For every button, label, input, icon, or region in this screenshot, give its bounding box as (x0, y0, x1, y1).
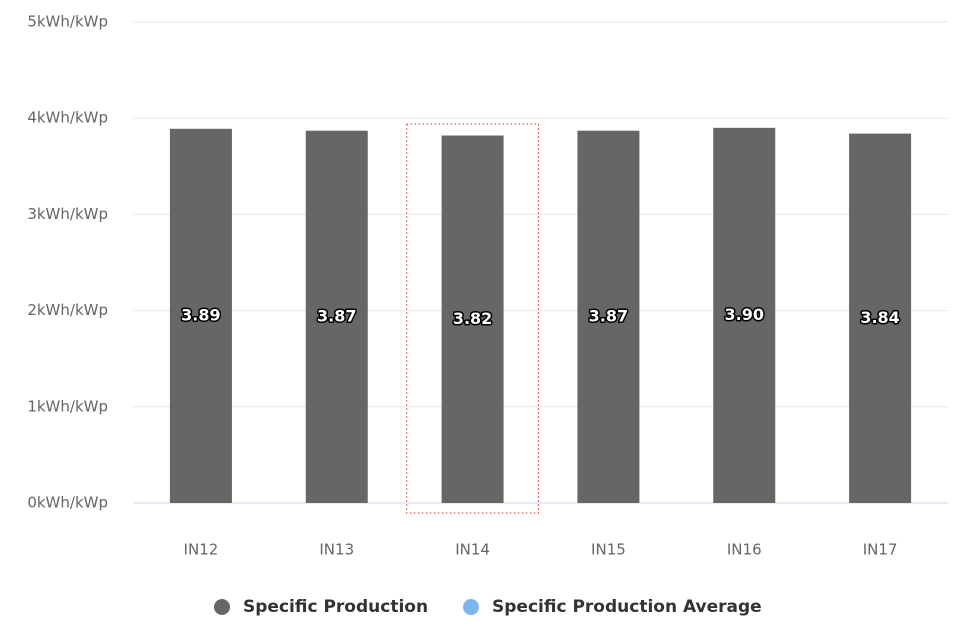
x-tick-label: IN16 (727, 541, 762, 559)
x-tick-label: IN12 (184, 541, 219, 559)
y-tick-label: 0kWh/kWp (27, 494, 108, 512)
data-label: 3.87 (317, 306, 356, 325)
x-tick-label: IN14 (455, 541, 490, 559)
legend-marker[interactable] (214, 599, 230, 615)
bar[interactable] (169, 128, 232, 504)
bar[interactable] (849, 133, 912, 504)
y-tick-label: 5kWh/kWp (27, 13, 108, 31)
legend-label[interactable]: Specific Production (243, 597, 428, 617)
data-label: 3.89 (181, 305, 220, 324)
x-tick-label: IN15 (591, 541, 626, 559)
bar[interactable] (713, 127, 776, 503)
x-tick-label: IN17 (863, 541, 898, 559)
data-label: 3.90 (725, 305, 764, 324)
bar[interactable] (441, 135, 504, 504)
legend-label[interactable]: Specific Production Average (492, 597, 762, 617)
y-tick-label: 1kWh/kWp (27, 397, 108, 415)
data-label: 3.87 (589, 306, 628, 325)
bar[interactable] (577, 130, 640, 503)
data-label: 3.82 (453, 309, 492, 328)
y-tick-label: 3kWh/kWp (27, 205, 108, 223)
legend-marker[interactable] (463, 599, 479, 615)
bar[interactable] (305, 130, 368, 503)
x-tick-label: IN13 (319, 541, 354, 559)
y-tick-label: 2kWh/kWp (27, 301, 108, 319)
y-tick-label: 4kWh/kWp (27, 109, 108, 127)
data-label: 3.84 (860, 308, 899, 327)
